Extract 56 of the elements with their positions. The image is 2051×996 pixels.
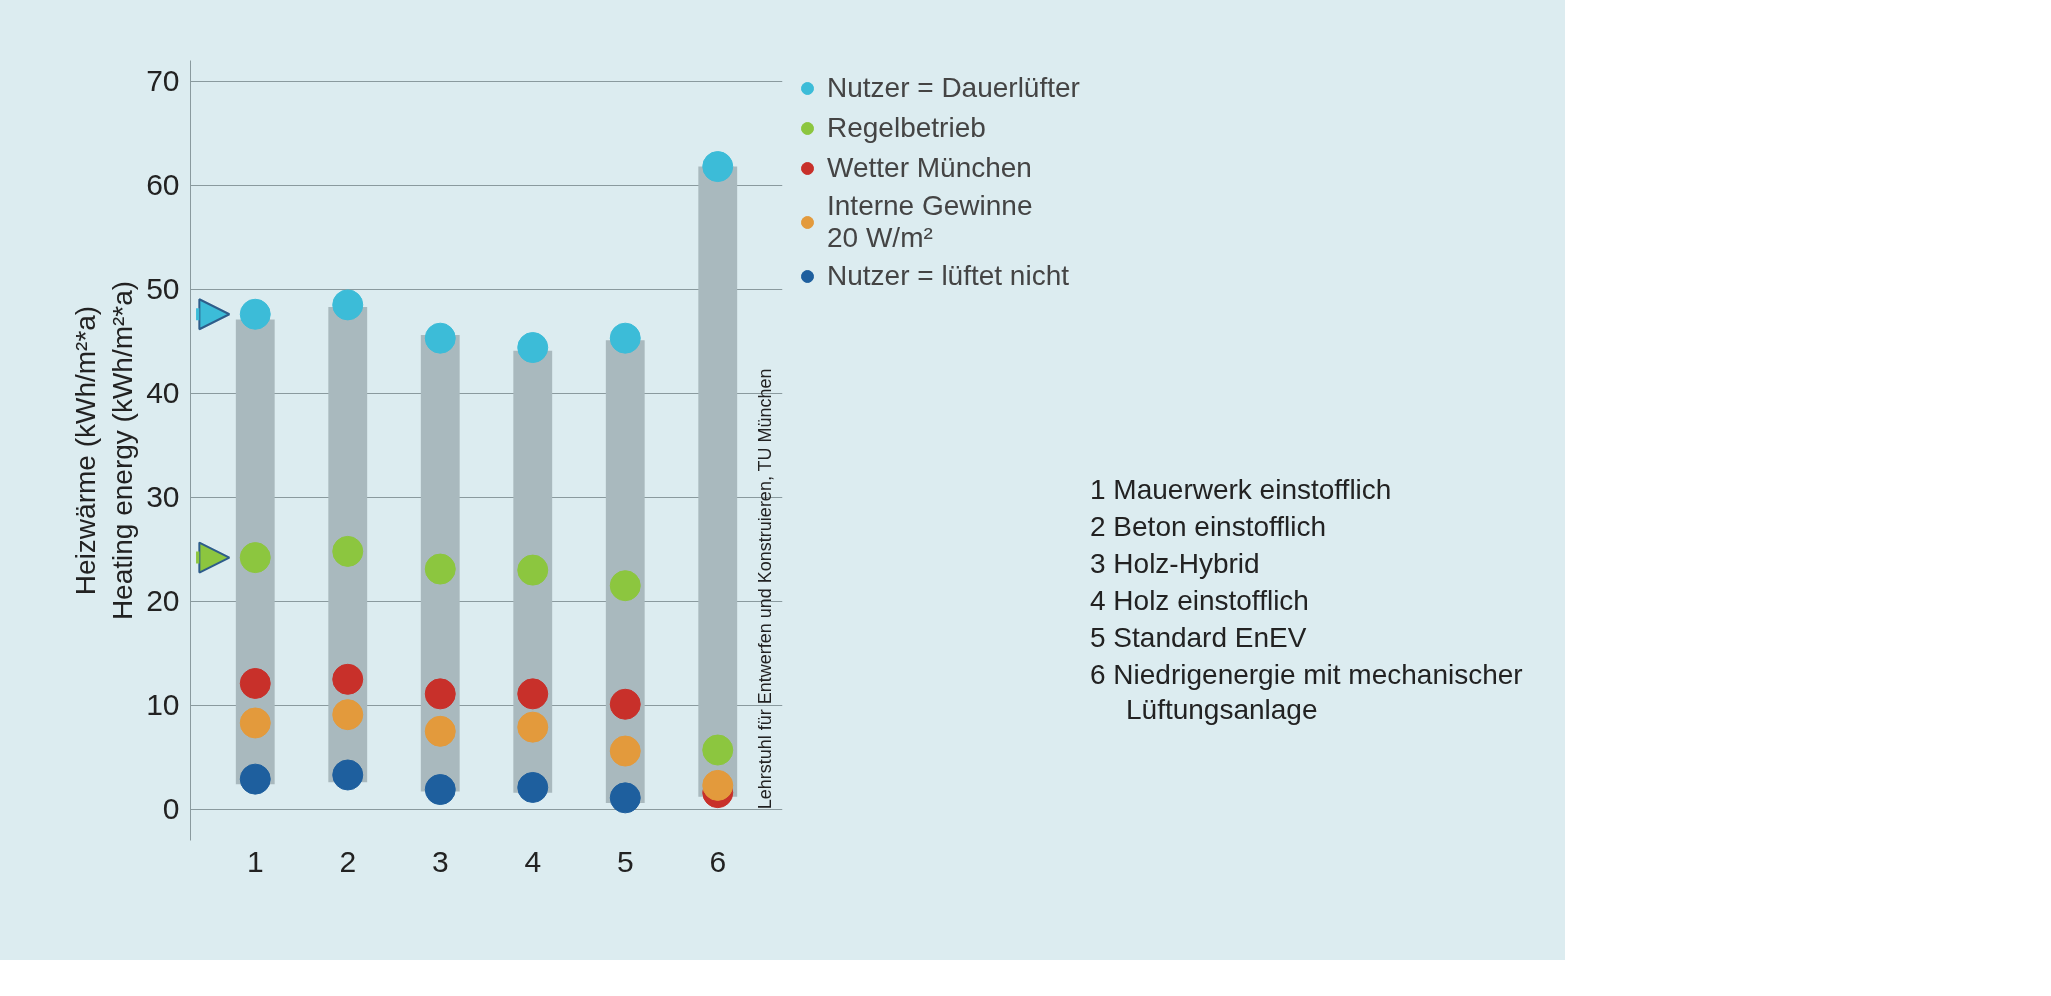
point — [332, 699, 364, 731]
point — [239, 542, 271, 574]
x-tick-label: 2 — [339, 844, 357, 878]
point — [702, 734, 734, 766]
y-tick-label: 10 — [146, 688, 180, 722]
point — [424, 715, 456, 747]
legend-label: Nutzer = Dauerlüfter — [827, 71, 1080, 105]
y-tick-label: 70 — [146, 64, 180, 98]
point — [517, 554, 549, 586]
point — [424, 678, 456, 710]
point — [239, 707, 271, 739]
y-tick-label: 60 — [146, 168, 180, 202]
point — [424, 322, 456, 354]
y-axis-title: Heizwärme (kWh/m²*a) Heating energy (kWh/m²*a) — [69, 280, 139, 621]
text: 2 Beton einstofflich — [1090, 510, 1328, 544]
x-tick-label: 4 — [524, 844, 542, 878]
annotation: Lehrstuhl für Entwerfen und Konstruieren, TU München — [755, 368, 776, 810]
point — [702, 769, 734, 801]
point — [332, 663, 364, 695]
text: 4 Holz einstofflich — [1090, 584, 1310, 618]
point — [332, 535, 364, 567]
legend-label: Interne Gewinne 20 W/m² — [827, 190, 1033, 254]
x-tick-label: 5 — [616, 844, 634, 878]
point — [239, 763, 271, 795]
x-tick-label: 1 — [246, 844, 264, 878]
text: 3 Holz-Hybrid — [1090, 547, 1261, 581]
y-tick-label: 20 — [146, 584, 180, 618]
text: 5 Standard EnEV — [1090, 621, 1308, 655]
point — [609, 688, 641, 720]
y-tick-label: 50 — [146, 272, 180, 306]
point — [517, 678, 549, 710]
y-tick-label: 0 — [162, 792, 180, 826]
text: 6 Niedrigenergie mit mechanischer Lüftungsanlage — [1090, 658, 1524, 727]
x-tick-label: 6 — [709, 844, 727, 878]
point — [239, 298, 271, 330]
point — [517, 711, 549, 743]
legend-label: Wetter München — [827, 151, 1032, 185]
point — [517, 332, 549, 364]
x-tick-label: 3 — [431, 844, 449, 878]
point — [424, 774, 456, 806]
point — [609, 735, 641, 767]
point — [332, 759, 364, 791]
point — [702, 151, 734, 183]
point — [609, 322, 641, 354]
legend-label: Nutzer = lüftet nicht — [827, 259, 1070, 293]
point — [517, 771, 549, 803]
point — [424, 553, 456, 585]
y-tick-label: 40 — [146, 376, 180, 410]
y-tick-label: 30 — [146, 480, 180, 514]
text: 1 Mauerwerk einstofflich — [1090, 473, 1393, 507]
point — [332, 289, 364, 321]
bar — [698, 166, 738, 797]
point — [609, 570, 641, 602]
legend-label: Regelbetrieb — [827, 111, 986, 145]
point — [609, 782, 641, 814]
point — [239, 667, 271, 699]
